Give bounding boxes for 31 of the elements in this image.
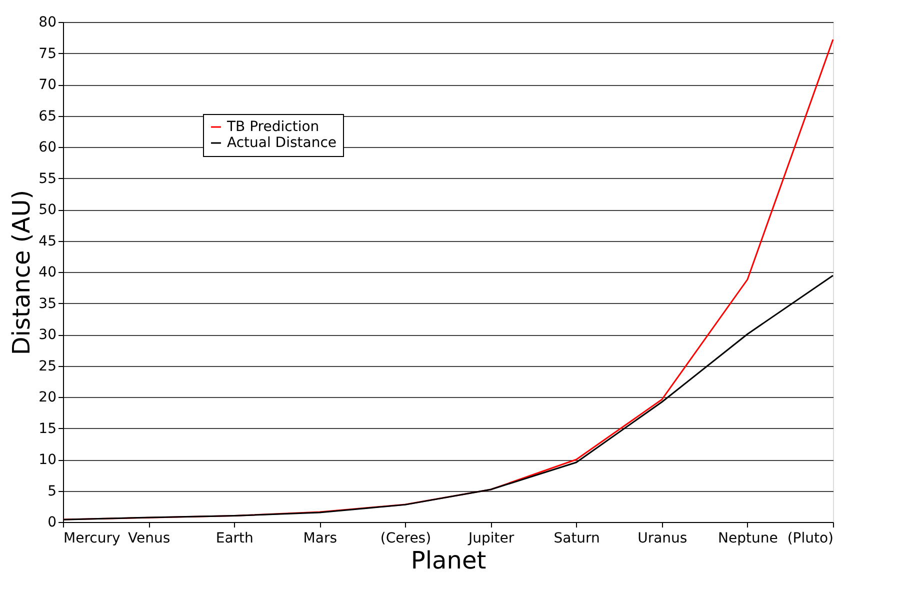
x-tick-label: Mars bbox=[303, 530, 338, 546]
y-axis-title: Distance (AU) bbox=[8, 190, 36, 356]
y-tick-label: 65 bbox=[38, 108, 56, 124]
y-tick-label: 40 bbox=[38, 264, 56, 280]
y-tick-label: 80 bbox=[38, 14, 56, 30]
x-tick-label: Uranus bbox=[638, 530, 688, 546]
x-tick-label: Jupiter bbox=[467, 530, 514, 546]
legend-label: Actual Distance bbox=[227, 135, 337, 151]
y-tick-label: 55 bbox=[38, 170, 56, 187]
x-tick-label: Neptune bbox=[718, 530, 778, 546]
x-tick-label: Saturn bbox=[554, 530, 600, 546]
x-tick-label: Venus bbox=[128, 530, 170, 546]
y-tick-label: 20 bbox=[38, 390, 56, 406]
x-tick-label: (Pluto) bbox=[787, 530, 834, 546]
y-tick-label: 35 bbox=[38, 296, 56, 312]
x-tick-label: (Ceres) bbox=[380, 530, 432, 546]
y-tick-label: 15 bbox=[38, 420, 56, 437]
x-axis-title: Planet bbox=[410, 546, 486, 574]
y-tick-label: 75 bbox=[38, 46, 56, 62]
y-tick-label: 5 bbox=[48, 483, 56, 500]
y-tick-label: 70 bbox=[38, 77, 56, 93]
y-tick-label: 10 bbox=[38, 452, 56, 468]
y-tick-label: 30 bbox=[38, 327, 56, 343]
y-tick-label: 45 bbox=[38, 233, 56, 250]
y-tick-label: 25 bbox=[38, 358, 56, 374]
legend-label: TB Prediction bbox=[226, 119, 320, 135]
x-tick-label: Earth bbox=[216, 530, 254, 546]
y-tick-label: 60 bbox=[38, 140, 56, 156]
x-tick-label: Mercury bbox=[64, 530, 120, 546]
y-tick-label: 0 bbox=[48, 514, 56, 530]
y-tick-label: 50 bbox=[38, 202, 56, 218]
